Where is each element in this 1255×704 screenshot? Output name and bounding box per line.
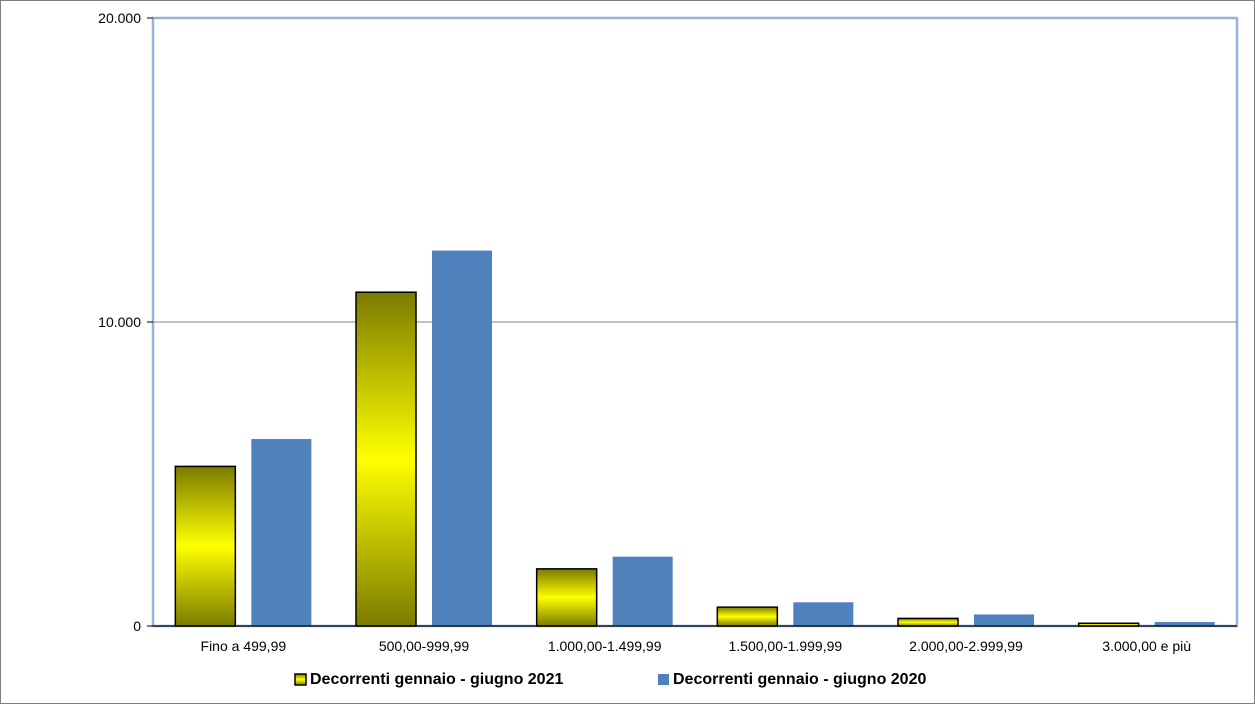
x-tick-label: Fino a 499,99 [201, 638, 287, 654]
bar-2021 [535, 568, 598, 627]
x-tick-label: 500,00-999,99 [379, 638, 470, 654]
y-tick-label: 10.000 [98, 314, 141, 330]
bar-2020 [432, 250, 492, 626]
legend-label-2020: Decorrenti gennaio - giugno 2020 [673, 671, 926, 688]
bar-2021 [716, 606, 779, 627]
bar-2020 [612, 556, 673, 626]
x-tick-label: 3.000,00 e più [1102, 638, 1191, 654]
x-tick-label: 2.000,00-2.999,99 [909, 638, 1023, 654]
x-tick-label: 1.000,00-1.499,99 [548, 638, 662, 654]
y-tick-label: 0 [133, 618, 141, 634]
bar-2020 [793, 602, 854, 626]
legend-swatch-2021 [294, 673, 307, 686]
bar-2020 [251, 439, 312, 626]
bar-2021 [174, 465, 237, 627]
x-tick-label: 1.500,00-1.999,99 [729, 638, 843, 654]
bar-2021 [897, 617, 959, 627]
bar-2020 [974, 614, 1034, 626]
y-tick-label: 20.000 [98, 10, 141, 26]
bar-2021 [355, 291, 417, 627]
bar-2020 [1154, 622, 1215, 626]
legend-swatch-2020 [658, 674, 669, 685]
legend-label-2021: Decorrenti gennaio - giugno 2021 [310, 671, 563, 688]
